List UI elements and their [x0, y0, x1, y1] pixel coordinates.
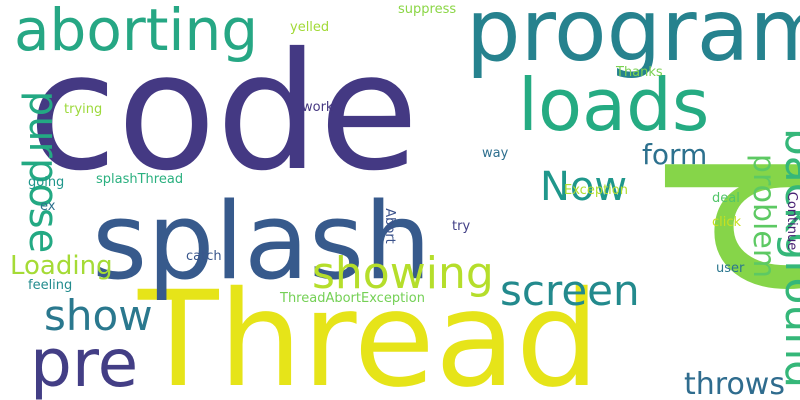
word-splash-thread: splashThread	[96, 172, 183, 187]
word-problem: problem	[746, 154, 781, 278]
word-throws: throws	[684, 367, 785, 400]
word-way: way	[482, 146, 509, 161]
word-exception: Exception	[564, 183, 628, 198]
word-pre: pre	[30, 325, 138, 400]
word-deal: deal	[712, 191, 740, 206]
word-code: code	[28, 19, 419, 207]
word-abort: Abort	[382, 208, 397, 244]
word-continue: Continue	[784, 192, 799, 250]
word-form: form	[642, 138, 707, 171]
word-thread-abort-exception: ThreadAbortException	[279, 291, 425, 306]
word-now: Now	[540, 164, 627, 210]
word-background: background	[775, 128, 800, 388]
word-show: show	[44, 291, 153, 340]
word-going: going	[28, 175, 64, 190]
word-loads: loads	[518, 63, 709, 147]
word-purpose: purpose	[20, 91, 66, 254]
word-thanks: Thanks	[615, 65, 663, 80]
word-splash: splash	[92, 180, 431, 303]
word-feeling: feeling	[28, 278, 72, 293]
word-trying: trying	[64, 102, 102, 117]
word-ex: ex	[40, 199, 56, 214]
word-try: try	[452, 219, 470, 234]
word-thread: Thread	[137, 263, 600, 400]
word-showing: showing	[312, 248, 494, 299]
word-yelled: yelled	[290, 20, 329, 35]
word-loading: Loading	[10, 251, 113, 281]
word-click: click	[712, 215, 742, 230]
word-p: p	[657, 141, 800, 303]
word-aborting: aborting	[14, 0, 258, 64]
word-work: work	[302, 100, 334, 115]
word-catch: catch	[186, 249, 222, 264]
word-suppress: suppress	[398, 2, 456, 17]
word-program: program	[466, 0, 800, 81]
word-screen: screen	[500, 266, 640, 315]
word-user: user	[716, 261, 745, 276]
